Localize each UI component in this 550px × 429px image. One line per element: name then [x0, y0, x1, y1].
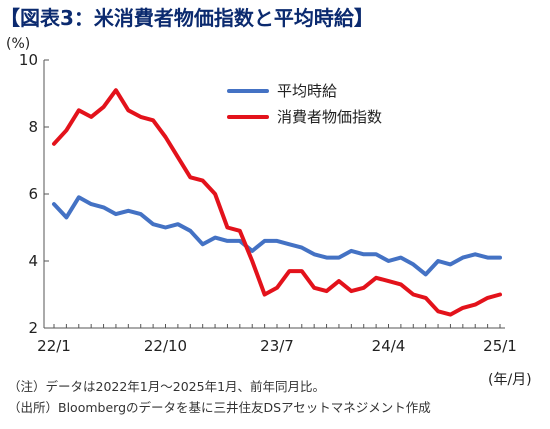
series-line-average-hourly-wage — [52, 195, 502, 277]
x-tick-label: 22/1 — [37, 337, 71, 355]
y-axis-unit: (%) — [6, 36, 30, 52]
x-tick-label: 23/7 — [260, 337, 294, 355]
x-tick-label: 22/10 — [144, 337, 187, 355]
legend-label: 消費者物価指数 — [277, 108, 382, 126]
page-title: 【図表3：米消費者物価指数と平均時給】 — [0, 6, 374, 30]
y-tick-label: 6 — [28, 185, 38, 203]
x-tick-label: 24/4 — [372, 337, 406, 355]
legend-label: 平均時給 — [277, 82, 337, 100]
series-layer — [52, 88, 502, 317]
y-tick-label: 8 — [28, 118, 38, 136]
x-tick-label: 25/1 — [483, 337, 517, 355]
axes: 2 4 6 8 10 22/1 22/10 23/7 24/4 25/1 — [19, 51, 517, 355]
note-line-1: （注）データは2022年1月～2025年1月、前年同月比。 — [8, 379, 326, 394]
x-axis-unit: (年/月) — [488, 372, 532, 388]
y-tick-label: 10 — [19, 51, 38, 69]
series-line-cpi — [52, 88, 502, 317]
y-tick-label: 2 — [28, 319, 38, 337]
y-tick-label: 4 — [28, 252, 38, 270]
note-line-2: （出所）Bloombergのデータを基に三井住友DSアセットマネジメント作成 — [8, 400, 431, 415]
